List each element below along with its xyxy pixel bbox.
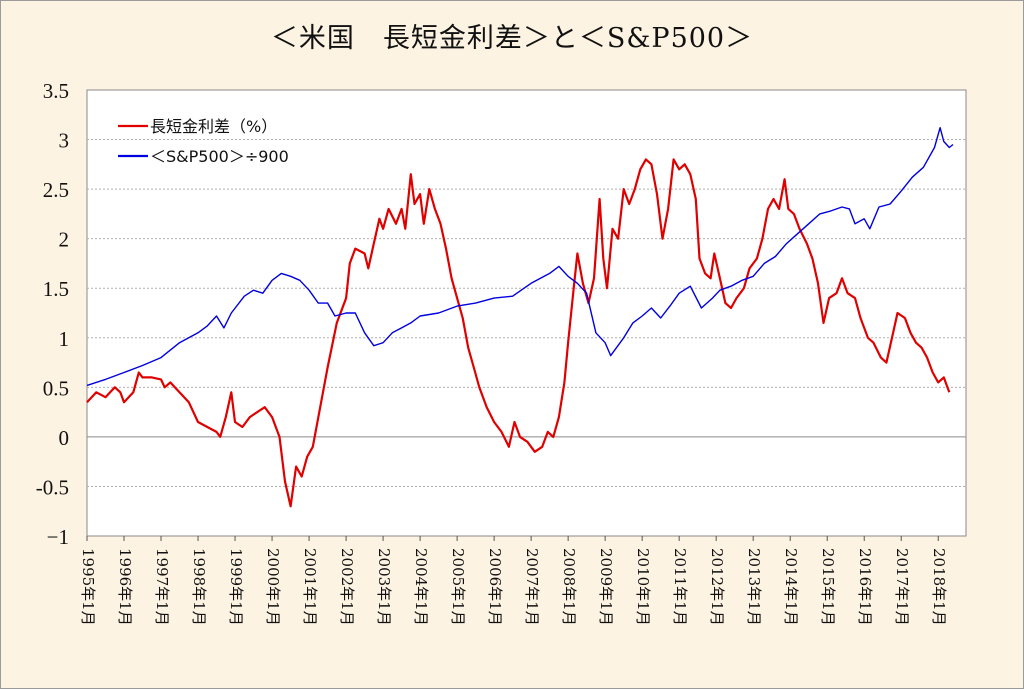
x-tick-label: 2016年1月 (856, 548, 874, 626)
x-tick-label: 2004年1月 (412, 548, 430, 626)
x-tick-label: 1999年1月 (227, 548, 245, 626)
x-tick-label: 2003年1月 (375, 548, 393, 626)
y-tick-label: 2.5 (43, 178, 69, 202)
x-tick-label: 2007年1月 (523, 548, 541, 626)
x-tick-label: 2013年1月 (745, 548, 763, 626)
legend-label: ＜S&P500＞÷900 (150, 147, 289, 166)
x-tick-label: 1998年1月 (190, 548, 208, 626)
x-tick-label: 2006年1月 (486, 548, 504, 626)
x-tick-label: 2000年1月 (264, 548, 282, 626)
x-axis-ticks: 1995年1月 1996年1月 1997年1月 1998年1月 1999年1月 2000年… (79, 536, 948, 626)
y-tick-label: 0 (59, 426, 70, 450)
y-tick-label: 1.5 (43, 277, 69, 301)
x-tick-label: 2001年1月 (301, 548, 319, 626)
y-tick-label: 2 (59, 228, 70, 252)
x-tick-label: 1996年1月 (116, 548, 134, 626)
x-tick-label: 2002年1月 (338, 548, 356, 626)
y-tick-label: 1 (59, 327, 70, 351)
series-line-sp500 (86, 127, 954, 387)
x-tick-label: 2014年1月 (782, 548, 800, 626)
y-tick-label: 3 (59, 129, 70, 153)
y-tick-label: -0.5 (36, 475, 69, 499)
y-tick-label: −1 (47, 525, 69, 549)
chart-title: ＜米国 長短金利差＞と＜S&P500＞ (270, 23, 754, 54)
y-tick-label: 3.5 (43, 79, 69, 103)
series-line-yield-spread (86, 158, 951, 508)
x-tick-label: 1995年1月 (79, 548, 97, 626)
x-tick-label: 2008年1月 (560, 548, 578, 626)
legend: 長短金利差（%） ＜S&P500＞÷900 (118, 117, 289, 166)
y-tick-label: 0.5 (43, 376, 69, 400)
y-axis-ticks: 3.5 3 2.5 2 1.5 1 0.5 0 -0.5 −1 (36, 79, 69, 549)
x-tick-label: 1997年1月 (153, 548, 171, 626)
x-tick-label: 2010年1月 (634, 548, 652, 626)
x-tick-label: 2015年1月 (819, 548, 837, 626)
x-tick-label: 2012年1月 (708, 548, 726, 626)
x-tick-label: 2005年1月 (449, 548, 467, 626)
legend-label: 長短金利差（%） (150, 117, 277, 136)
x-tick-label: 2018年1月 (930, 548, 948, 626)
x-tick-label: 2009年1月 (597, 548, 615, 626)
x-tick-label: 2017年1月 (893, 548, 911, 626)
plot-area (86, 89, 967, 537)
x-tick-label: 2011年1月 (671, 548, 689, 626)
series-lines (86, 127, 954, 508)
